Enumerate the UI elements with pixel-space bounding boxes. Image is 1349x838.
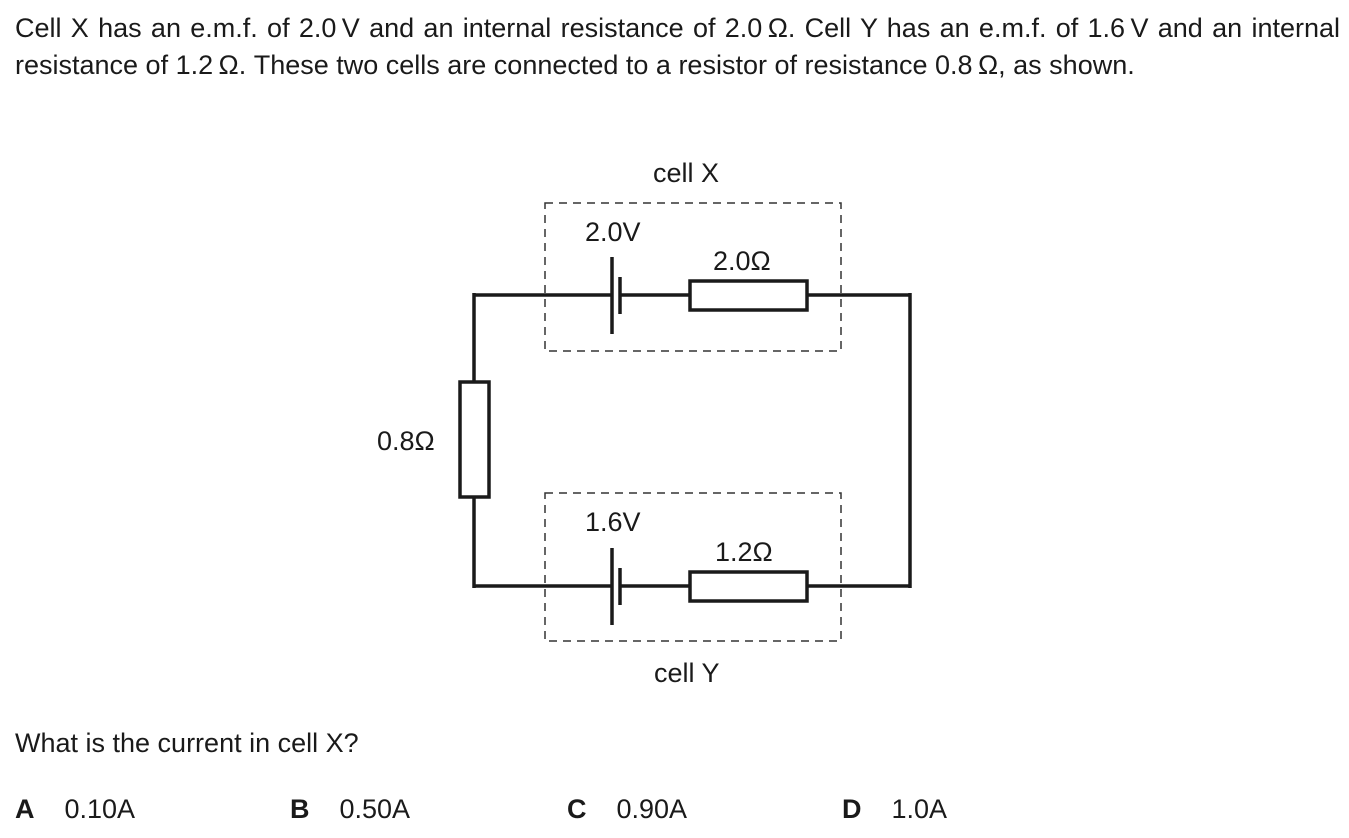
question-intro: Cell X has an e.m.f. of 2.0 V and an int… [15, 13, 1340, 80]
option-a-value: 0.10A [64, 794, 136, 824]
cell-x-emf-label: 2.0V [585, 217, 641, 247]
option-d-value: 1.0A [891, 794, 948, 824]
option-c-letter: C [567, 794, 587, 824]
cell-y-boundary [544, 492, 842, 642]
option-d[interactable]: D 1.0A [842, 794, 947, 825]
cell-x-resistance-label: 2.0Ω [713, 246, 771, 276]
option-c[interactable]: C 0.90A [567, 794, 687, 825]
cell-x-label: cell X [653, 158, 719, 188]
external-resistance-label: 0.8Ω [377, 426, 435, 456]
cell-y-battery-symbol [610, 548, 622, 625]
option-b[interactable]: B 0.50A [290, 794, 410, 825]
option-b-letter: B [290, 794, 310, 824]
option-b-value: 0.50A [339, 794, 411, 824]
cell-x-battery-symbol [610, 257, 622, 334]
question-text: What is the current in cell X? [15, 728, 359, 758]
cell-y-resistance-label: 1.2Ω [715, 537, 773, 567]
option-a-letter: A [15, 794, 35, 824]
option-c-value: 0.90A [616, 794, 688, 824]
cell-y-emf-label: 1.6V [585, 507, 641, 537]
side-wires [472, 293, 912, 588]
cell-y-internal-resistor [688, 570, 809, 603]
cell-x-internal-resistor [688, 279, 809, 312]
option-a[interactable]: A 0.10A [15, 794, 135, 825]
option-d-letter: D [842, 794, 862, 824]
cell-x-boundary [544, 202, 842, 352]
cell-y-label: cell Y [654, 658, 720, 688]
external-resistor [458, 380, 491, 499]
